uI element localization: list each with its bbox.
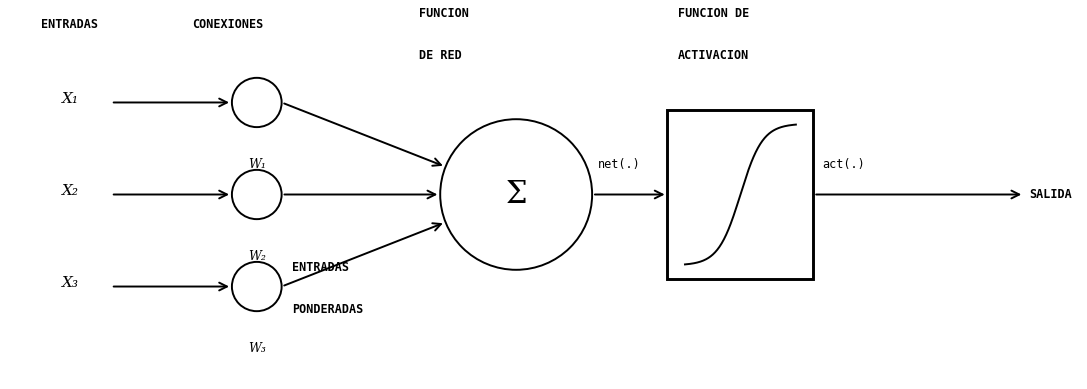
Text: Σ: Σ — [505, 179, 527, 210]
Text: W₃: W₃ — [248, 342, 265, 355]
Text: X₃: X₃ — [62, 276, 79, 290]
Text: PONDERADAS: PONDERADAS — [292, 303, 364, 316]
Bar — [667, 110, 813, 279]
Text: DE RED: DE RED — [418, 49, 462, 62]
Text: FUNCION DE: FUNCION DE — [678, 7, 750, 19]
Text: ENTRADAS: ENTRADAS — [40, 18, 98, 31]
Text: SALIDA: SALIDA — [1029, 188, 1072, 201]
Text: X₂: X₂ — [62, 184, 79, 198]
Text: X₁: X₁ — [62, 92, 79, 106]
Text: W₂: W₂ — [248, 250, 265, 263]
Text: CONEXIONES: CONEXIONES — [192, 18, 263, 31]
Text: ENTRADAS: ENTRADAS — [292, 261, 349, 274]
Text: W₁: W₁ — [248, 158, 265, 171]
Text: FUNCION: FUNCION — [418, 7, 468, 19]
Text: ACTIVACION: ACTIVACION — [678, 49, 750, 62]
Text: act(.): act(.) — [822, 158, 865, 172]
Text: net(.): net(.) — [598, 158, 640, 172]
